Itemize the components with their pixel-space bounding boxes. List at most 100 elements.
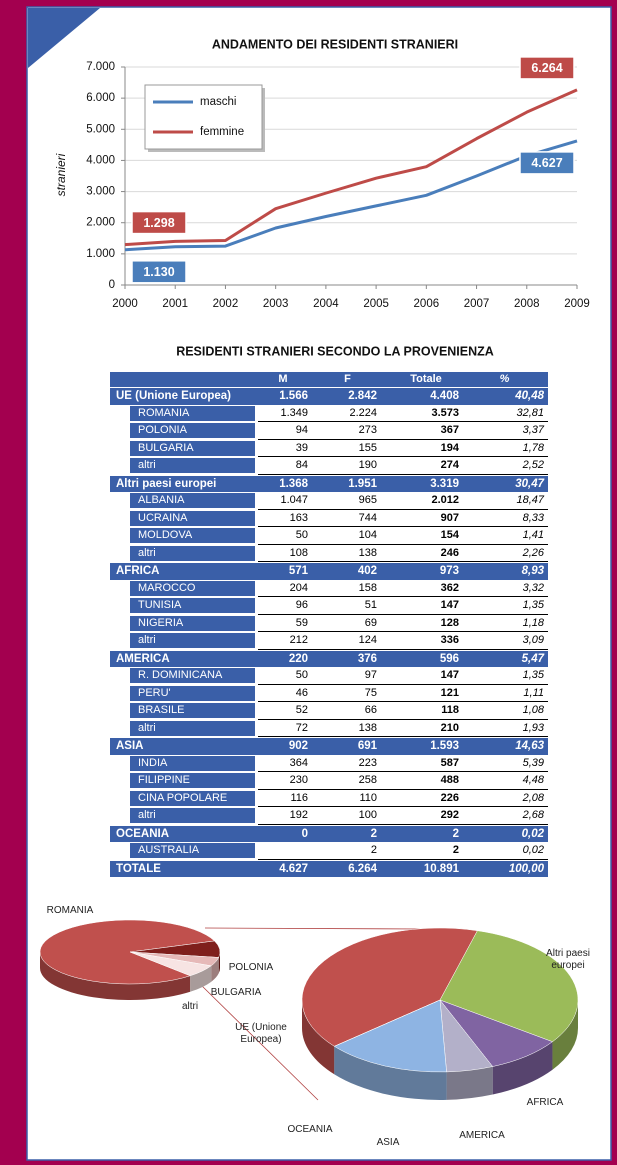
row-label: CINA POPOLARE: [130, 790, 255, 806]
column-header: F: [344, 373, 351, 385]
cell: 2: [452, 827, 459, 840]
value-label: 6.264: [531, 61, 562, 75]
cell: 59: [258, 615, 318, 632]
slice-side: [211, 957, 219, 982]
x-tick-label: 2002: [213, 298, 239, 310]
cell: 75: [318, 685, 393, 702]
cell: 32,81: [465, 405, 548, 422]
row-label: altri: [130, 458, 255, 473]
y-tick-label: 4.000: [86, 154, 115, 166]
row-label: altri: [130, 808, 255, 823]
pie-label: UE (Unione Europea): [235, 1022, 287, 1045]
cell: 52: [258, 702, 318, 720]
cell: 1,78: [465, 440, 548, 457]
cell: 116: [258, 790, 318, 807]
cell: 1,11: [465, 685, 548, 702]
cell: [258, 842, 318, 860]
row-label: AUSTRALIA: [130, 843, 255, 858]
cell: 147: [393, 667, 465, 685]
row-label: altri: [130, 633, 255, 648]
cell: CINA POPOLARE: [110, 790, 258, 808]
legend-label: maschi: [200, 96, 236, 108]
value-label-box: [519, 56, 575, 80]
cell: MOLDOVA: [110, 527, 258, 545]
cell: altri: [110, 632, 258, 650]
cell: 1,93: [465, 720, 548, 737]
item-row: R. DOMINICANA 50 97 147 1,35: [110, 667, 548, 685]
row-label: altri: [130, 720, 255, 736]
slice-side: [190, 965, 212, 992]
legend: [144, 84, 263, 150]
cell: 155: [318, 440, 393, 457]
row-label: PERU': [130, 685, 255, 701]
cell: ASIA: [116, 740, 144, 752]
cell: OCEANIA: [116, 827, 170, 840]
cell: 364: [258, 755, 318, 772]
series-line: [124, 88, 578, 247]
cell: 138: [318, 545, 393, 562]
pie-label: POLONIA: [228, 962, 274, 973]
x-tick-label: 2001: [162, 298, 188, 310]
item-row: altri 84 190 274 2,52: [110, 457, 548, 475]
cell: 1,08: [465, 702, 548, 720]
x-tick-label: 2000: [112, 298, 138, 310]
cell: 274: [393, 457, 465, 475]
row-label: MAROCCO: [130, 580, 255, 596]
cell: 367: [393, 422, 465, 440]
value-label-box: [131, 260, 187, 284]
cell: 596: [439, 652, 459, 665]
cell: 258: [318, 772, 393, 790]
row-label: ROMANIA: [130, 405, 255, 421]
cell: 1,18: [465, 615, 548, 632]
pie-slice: [333, 999, 441, 1075]
cell: 965: [318, 492, 393, 510]
cell: 51: [318, 597, 393, 615]
cell: 907: [393, 510, 465, 527]
cell: 336: [393, 632, 465, 650]
cell: 108: [258, 545, 318, 562]
item-row: AUSTRALIA 2 2 0,02: [110, 842, 548, 860]
cell: 292: [393, 807, 465, 825]
pie-slice: [39, 919, 216, 1000]
cell: 2,68: [465, 807, 548, 825]
pie-slice: [439, 999, 494, 1100]
group-row: AMERICA 220 376 596 5,47: [110, 649, 548, 667]
cell: altri: [110, 807, 258, 825]
cell: 1,41: [465, 527, 548, 545]
cell: ALBANIA: [110, 492, 258, 510]
x-tick-label: 2005: [363, 298, 389, 310]
cell: 5,39: [465, 755, 548, 772]
cell: TUNISIA: [110, 597, 258, 615]
row-label: FILIPPINE: [130, 773, 255, 788]
y-tick-label: 6.000: [86, 92, 115, 104]
pie-label: AFRICA: [526, 1097, 564, 1108]
cell: 2: [318, 842, 393, 860]
group-row: Altri paesi europei 1.368 1.951 3.319 30,47: [110, 474, 548, 492]
column-header: Totale: [410, 373, 442, 385]
item-row: POLONIA 94 273 367 3,37: [110, 422, 548, 440]
cell: 4.627: [279, 862, 308, 875]
item-row: ALBANIA 1.047 965 2.012 18,47: [110, 492, 548, 510]
cell: 402: [357, 565, 377, 577]
value-label: 4.627: [531, 156, 562, 170]
cell: 5,47: [521, 652, 544, 665]
cell: 1,35: [465, 667, 548, 685]
cell: 110: [318, 790, 393, 807]
y-tick-label: 3.000: [86, 186, 115, 198]
cell: [110, 372, 258, 387]
item-row: BULGARIA 39 155 194 1,78: [110, 440, 548, 457]
item-row: CINA POPOLARE 116 110 226 2,08: [110, 790, 548, 808]
cell: 488: [393, 772, 465, 790]
item-row: PERU' 46 75 121 1,11: [110, 685, 548, 702]
cell: 902: [288, 740, 308, 752]
pie-label: BULGARIA: [210, 987, 262, 998]
pie-slice: [439, 930, 579, 1070]
row-label: POLONIA: [130, 423, 255, 438]
cell: 50: [258, 667, 318, 685]
cell: Altri paesi europei: [116, 477, 217, 490]
x-tick-label: 2007: [464, 298, 490, 310]
pie-label: ROMANIA: [46, 905, 94, 916]
column-header: M: [278, 373, 288, 385]
row-label: NIGERIA: [130, 615, 255, 631]
cell: POLONIA: [110, 422, 258, 440]
